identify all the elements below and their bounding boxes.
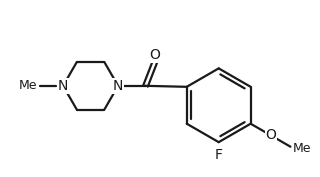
Text: N: N [58, 79, 68, 93]
Text: O: O [266, 129, 276, 142]
Text: Me: Me [293, 142, 311, 155]
Text: O: O [149, 48, 160, 62]
Text: N: N [113, 79, 123, 93]
Text: Me: Me [19, 79, 37, 92]
Text: F: F [215, 148, 223, 162]
